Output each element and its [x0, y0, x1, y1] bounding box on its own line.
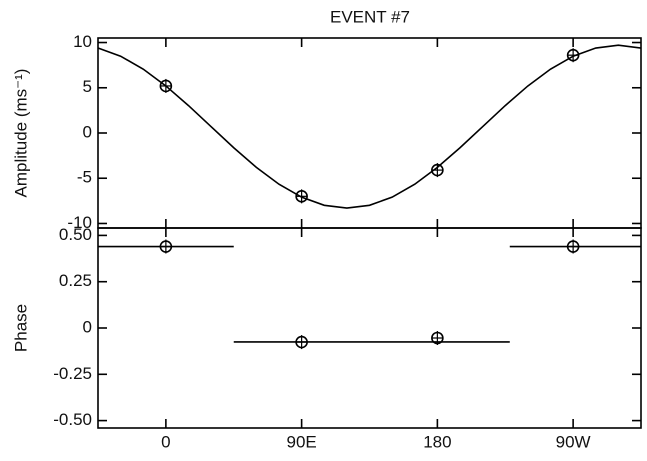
y-axis-label: Amplitude (ms⁻¹)	[11, 69, 30, 198]
y-tick-label: -10	[67, 213, 92, 232]
y-tick-label: -0.25	[53, 364, 92, 383]
x-tick-label: 0	[161, 432, 170, 451]
x-tick-label: 180	[423, 432, 451, 451]
y-tick-label: 0	[83, 122, 92, 141]
y-tick-label: 0.50	[59, 225, 92, 244]
fit-curve	[97, 44, 642, 209]
y-tick-label: 5	[83, 77, 92, 96]
y-tick-label: -0.50	[53, 410, 92, 429]
y-axis-label: Phase	[11, 304, 30, 352]
x-tick-label: 90W	[556, 432, 591, 451]
y-tick-label: -5	[77, 168, 92, 187]
y-tick-label: 0.25	[59, 271, 92, 290]
y-tick-label: 0	[83, 317, 92, 336]
y-tick-label: 10	[73, 32, 92, 51]
chart-title: EVENT #7	[330, 7, 410, 26]
x-tick-label: 90E	[287, 432, 317, 451]
